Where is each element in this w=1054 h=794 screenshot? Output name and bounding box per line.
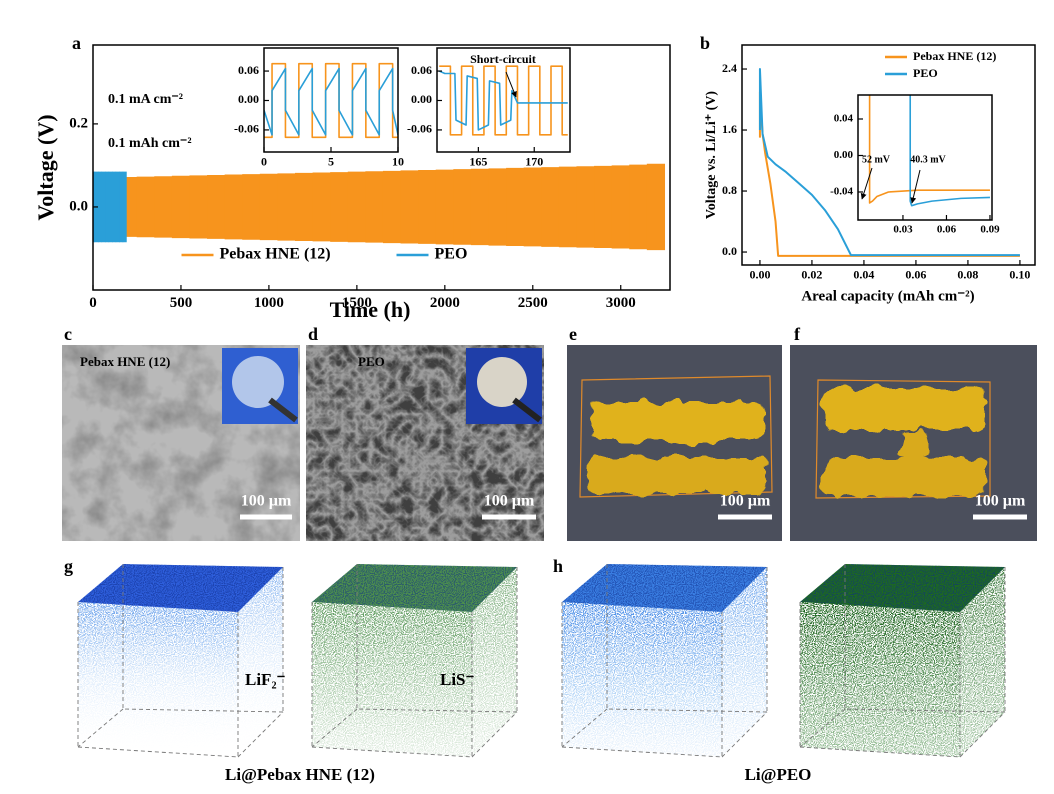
x-tick-label: 0.06 [937,223,957,235]
scale-bar-label: 100 µm [975,493,1026,510]
membrane [232,356,284,408]
electrode-layer [590,402,765,442]
cube-face [562,602,722,757]
panel-label: b [700,33,710,53]
sample-caption: Li@PEO [745,765,812,784]
x-tick-label: 10 [392,155,404,169]
legend-label: PEO [913,66,938,80]
cube-face [800,602,960,757]
legend-label: Pebax HNE (12) [220,246,331,263]
panel-label: g [64,556,73,576]
x-tick-label: 0.10 [1009,268,1030,282]
legend-label: Pebax HNE (12) [913,49,996,63]
x-tick-label: 0.03 [893,223,913,235]
y-tick-label: 0.00 [834,149,854,161]
scale-bar-label: 100 µm [720,493,771,510]
y-tick-label: -0.04 [830,186,853,198]
y-tick-label: 0.06 [411,63,432,77]
y-tick-label: 0.00 [411,92,432,106]
cubes [78,564,1005,757]
x-axis-title: Time (h) [330,297,411,322]
membrane [477,357,527,407]
x-tick-label: 0.09 [980,223,1000,235]
tomography-f: f 100 µm [790,324,1037,541]
y-tick-label: 0.0 [722,244,737,258]
species-label: LiF₂⁻ [245,670,286,689]
x-tick-label: 0.06 [905,268,926,282]
electrode-layer [822,388,984,430]
x-tick-label: 2000 [430,295,460,311]
x-tick-label: 1000 [254,295,284,311]
y-tick-label: 0.04 [834,113,854,125]
page: c Pebax HNE (12) 100 µm d PEO 100 µm e 1… [0,0,1054,794]
image-caption: PEO [358,354,385,369]
series-group [93,164,656,250]
sem-image-c: c Pebax HNE (12) 100 µm [62,324,300,541]
panel-label: d [308,324,318,344]
image-caption: Pebax HNE (12) [80,354,170,369]
panel-label: h [553,556,563,576]
cube-face [78,602,238,757]
x-tick-label: 0 [261,155,267,169]
y-tick-label: 1.6 [722,122,737,136]
panel-label: e [569,324,577,344]
y-tick-label: 0.0 [69,198,88,214]
y-tick-label: 0.06 [238,63,259,77]
annotation: 40.3 mV [910,154,946,165]
y-tick-label: -0.06 [407,122,432,136]
x-tick-label: 0.08 [957,268,978,282]
x-tick-label: 2500 [518,295,548,311]
electrode-layer [822,458,986,496]
x-tick-label: 500 [170,295,193,311]
panel-label: f [794,324,801,344]
annotation: Short-circuit [470,52,536,66]
sem-image-d: d PEO 100 µm [306,324,544,541]
scale-bar-label: 100 µm [241,493,292,510]
x-tick-label: 3000 [606,295,636,311]
x-tick-label: 0.02 [801,268,822,282]
y-tick-label: 0.2 [69,115,88,131]
x-tick-label: 0 [89,295,97,311]
sample-caption: Li@Pebax HNE (12) [225,765,375,784]
x-tick-label: 0.04 [853,268,874,282]
annotation: 0.1 mA cm⁻² [108,92,183,107]
x-axis-title: Areal capacity (mAh cm⁻²) [801,288,974,304]
x-tick-label: 0.00 [749,268,770,282]
y-tick-label: -0.06 [234,122,259,136]
y-axis-title: Voltage vs. Li/Li⁺ (V) [704,91,719,220]
annotation: 0.1 mAh cm⁻² [108,136,192,151]
species-label: LiS⁻ [440,670,475,689]
y-tick-label: 0.00 [238,92,259,106]
x-tick-label: 5 [328,155,334,169]
y-tick-label: 0.8 [722,183,737,197]
tomo-background [567,345,782,541]
electrode-layer [588,457,766,493]
x-tick-label: 170 [525,155,543,169]
y-axis-title: Voltage (V) [33,114,58,220]
panel-label: a [72,33,81,53]
x-tick-label: 165 [469,155,487,169]
legend-label: PEO [435,246,468,263]
figure: c Pebax HNE (12) 100 µm d PEO 100 µm e 1… [0,0,1054,794]
annotation: 52 mV [862,154,891,165]
scale-bar-label: 100 µm [484,493,535,510]
panel-label: c [64,324,72,344]
dendrite [900,432,928,458]
tomography-e: e 100 µm [567,324,782,541]
y-tick-label: 2.4 [722,61,737,75]
